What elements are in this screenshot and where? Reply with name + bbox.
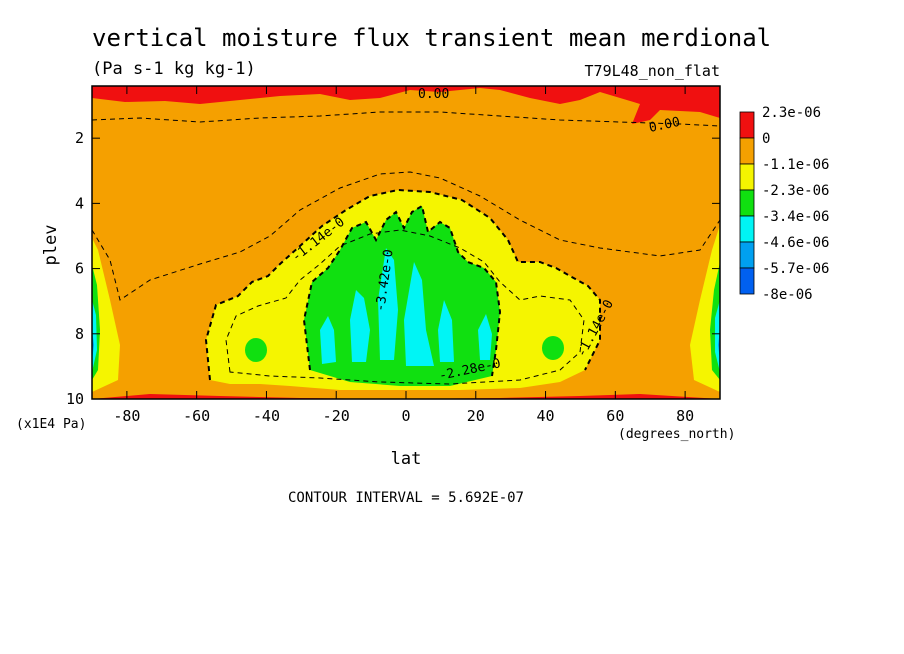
contour-field	[92, 86, 720, 399]
x-tick-label-1: -60	[183, 407, 210, 425]
y-tick-label-2: 6	[75, 260, 84, 278]
colorbar-swatch-0	[739, 111, 755, 139]
colorbar-label-6: -5.7e-06	[762, 261, 829, 277]
colorbar: 2.3e-06 0 -1.1e-06 -2.3e-06 -3.4e-06 -4.6e-06…	[739, 105, 829, 303]
contour-label-2: 0.00	[648, 115, 682, 136]
x-tick-label-4: 0	[401, 407, 410, 425]
colorbar-swatch-4	[739, 215, 755, 243]
colorbar-swatch-2	[739, 163, 755, 191]
band-green-blob-right	[542, 336, 564, 360]
y-tick-label-4: 10	[66, 390, 84, 408]
band-red-bottom	[92, 394, 720, 399]
colorbar-swatch-1	[739, 137, 755, 165]
experiment-label: T79L48_non_flat	[585, 62, 720, 80]
band-yellow-left-edge	[92, 238, 120, 392]
band-cyan-core-2	[350, 290, 370, 362]
x-tick-label-3: -20	[323, 407, 350, 425]
colorbar-label-2: -1.1e-06	[762, 157, 829, 173]
x-tick-label-8: 80	[676, 407, 694, 425]
y-tick-label-0: 2	[75, 129, 84, 147]
y-axis-label: plev	[41, 225, 61, 266]
colorbar-label-5: -4.6e-06	[762, 235, 829, 251]
colorbar-label-3: -2.3e-06	[762, 183, 829, 199]
x-tick-label-5: 20	[467, 407, 485, 425]
x-tick-label-0: -80	[113, 407, 140, 425]
band-cyan-core-5	[438, 300, 454, 362]
y-tick-label-3: 8	[75, 325, 84, 343]
band-cyan-right-edge	[715, 300, 720, 372]
x-tick-label-2: -40	[253, 407, 280, 425]
y-axis-units: (x1E4 Pa)	[16, 417, 86, 432]
band-red-top	[92, 86, 720, 124]
colorbar-label-4: -3.4e-06	[762, 209, 829, 225]
contour-line-zero	[92, 111, 720, 127]
contour-interval: CONTOUR INTERVAL = 5.692E-07	[288, 490, 524, 506]
contour-line-228	[225, 229, 585, 385]
colorbar-swatch-3	[739, 189, 755, 217]
chart-units: (Pa s-1 kg kg-1)	[92, 59, 256, 79]
y-tick-label-1: 4	[75, 194, 84, 212]
colorbar-swatch-6	[739, 267, 755, 295]
band-cyan-left-edge	[92, 300, 97, 372]
x-axis-ticks: -80 -60 -40 -20 0 20 40 60 80	[113, 86, 694, 425]
band-cyan-core-4	[404, 262, 434, 366]
x-tick-label-7: 60	[606, 407, 624, 425]
colorbar-label-1: 0	[762, 131, 770, 147]
x-axis-units: (degrees_north)	[618, 427, 735, 442]
band-cyan-core-1	[320, 316, 336, 364]
contour-label-1: 0.00	[418, 87, 449, 102]
y-axis-ticks: 2 4 6 8 10	[66, 129, 720, 408]
x-tick-label-6: 40	[537, 407, 555, 425]
band-cyan-core-6	[478, 314, 492, 360]
contour-line-342	[302, 204, 502, 377]
chart-title: vertical moisture flux transient mean me…	[92, 24, 771, 52]
band-green-blob-left	[245, 338, 267, 362]
colorbar-label-0: 2.3e-06	[762, 105, 821, 121]
colorbar-swatch-5	[739, 241, 755, 269]
band-cyan-core-3	[378, 248, 398, 360]
contour-line-114	[204, 188, 601, 381]
x-axis-label: lat	[391, 449, 422, 469]
contour-line-outer	[92, 171, 720, 301]
colorbar-label-7: -8e-06	[762, 287, 813, 303]
